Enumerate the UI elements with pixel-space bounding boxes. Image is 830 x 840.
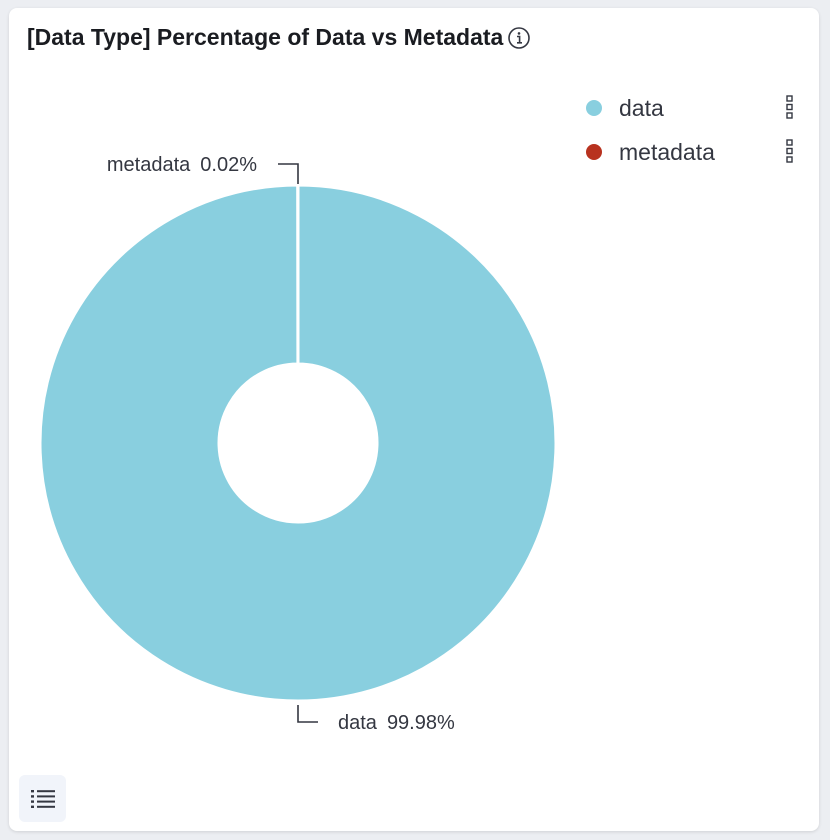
slice-label-metadata: metadata 0.02% (107, 154, 257, 176)
leader-line-data (297, 705, 318, 723)
legend-item-menu-icon[interactable] (785, 138, 795, 164)
panel-title: [Data Type] Percentage of Data vs Metada… (27, 24, 504, 50)
donut-chart: metadata 0.02% data 99.98% (38, 154, 558, 734)
legend-swatch (586, 100, 602, 116)
legend-toggle-button[interactable] (19, 775, 66, 822)
legend: data metadata (585, 86, 795, 174)
visualization-panel: [Data Type] Percentage of Data vs Metada… (9, 8, 819, 831)
legend-item-metadata[interactable]: metadata (585, 130, 795, 174)
panel-header: [Data Type] Percentage of Data vs Metada… (27, 24, 531, 51)
list-icon (30, 789, 55, 808)
pie-slice-data[interactable] (38, 183, 558, 703)
slice-label-data: data 99.98% (338, 712, 455, 734)
legend-swatch (586, 144, 602, 160)
legend-label: metadata (619, 138, 715, 165)
leader-line-metadata (278, 163, 299, 184)
legend-label: data (619, 94, 664, 121)
info-icon[interactable] (507, 26, 531, 50)
legend-item-data[interactable]: data (585, 86, 795, 130)
legend-item-menu-icon[interactable] (785, 94, 795, 120)
